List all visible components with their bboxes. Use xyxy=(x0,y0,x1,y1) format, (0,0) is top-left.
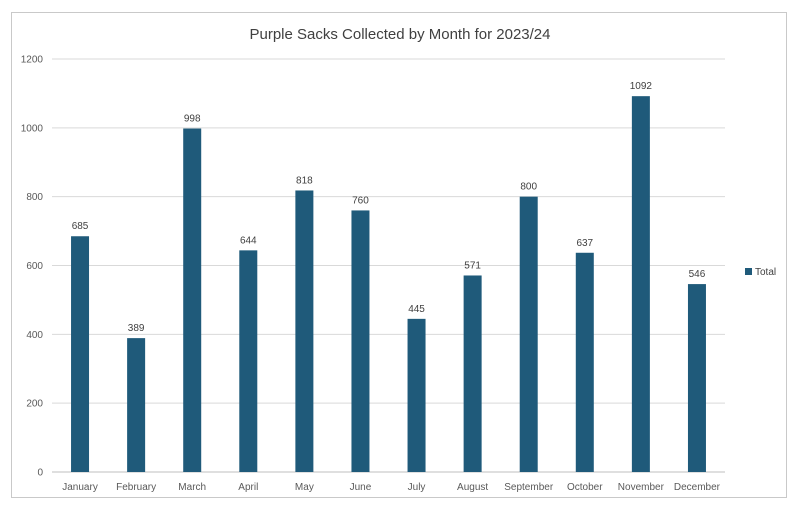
bars xyxy=(71,96,706,473)
legend: Total xyxy=(745,267,776,278)
data-label-may: 818 xyxy=(296,175,313,186)
legend-label-total: Total xyxy=(755,267,776,278)
x-tick-label-february: February xyxy=(116,482,156,493)
data-label-january: 685 xyxy=(72,221,89,232)
x-tick-label-april: April xyxy=(238,482,258,493)
data-label-september: 800 xyxy=(520,182,537,193)
bar-january xyxy=(71,236,90,472)
bar-may xyxy=(295,190,314,472)
data-label-june: 760 xyxy=(352,195,369,206)
data-label-february: 389 xyxy=(128,323,145,334)
x-tick-label-july: July xyxy=(408,482,426,493)
y-tick-label: 1000 xyxy=(21,123,44,134)
bar-august xyxy=(463,275,482,472)
x-tick-label-october: October xyxy=(567,482,603,493)
data-label-april: 644 xyxy=(240,235,257,246)
x-tick-label-june: June xyxy=(350,482,372,493)
y-tick-label: 200 xyxy=(26,399,43,410)
x-tick-label-may: May xyxy=(295,482,314,493)
bar-april xyxy=(239,250,258,472)
x-axis-ticks: January February March April May June July Augu… xyxy=(62,482,720,493)
data-label-july: 445 xyxy=(408,304,425,315)
x-tick-label-december: December xyxy=(674,482,721,493)
y-tick-label: 800 xyxy=(26,192,43,203)
bar-december xyxy=(687,284,706,472)
bar-june xyxy=(351,210,370,472)
x-tick-label-september: September xyxy=(504,482,554,493)
bar-march xyxy=(183,128,202,472)
data-label-march: 998 xyxy=(184,114,201,125)
chart-title: Purple Sacks Collected by Month for 2023… xyxy=(249,26,550,43)
y-tick-label: 400 xyxy=(26,330,43,341)
bar-july xyxy=(407,318,426,472)
data-label-november: 1092 xyxy=(630,81,653,92)
data-label-december: 546 xyxy=(689,269,706,280)
data-labels: 685 389 998 644 818 760 445 571 800 637 1092 546 xyxy=(72,81,706,334)
data-label-october: 637 xyxy=(576,238,593,249)
x-tick-label-november: November xyxy=(618,482,665,493)
x-tick-label-march: March xyxy=(178,482,206,493)
bar-february xyxy=(127,338,146,472)
y-tick-label: 1200 xyxy=(21,55,44,66)
bar-november xyxy=(631,96,650,473)
bar-september xyxy=(519,196,538,472)
bar-october xyxy=(575,252,594,472)
legend-swatch-total xyxy=(745,268,752,275)
y-tick-label: 0 xyxy=(37,468,43,479)
gridlines xyxy=(52,58,725,473)
y-axis-ticks: 0 200 400 600 800 1000 1200 xyxy=(21,55,44,479)
x-tick-label-january: January xyxy=(62,482,98,493)
data-label-august: 571 xyxy=(464,260,481,271)
x-tick-label-august: August xyxy=(457,482,488,493)
y-tick-label: 600 xyxy=(26,261,43,272)
